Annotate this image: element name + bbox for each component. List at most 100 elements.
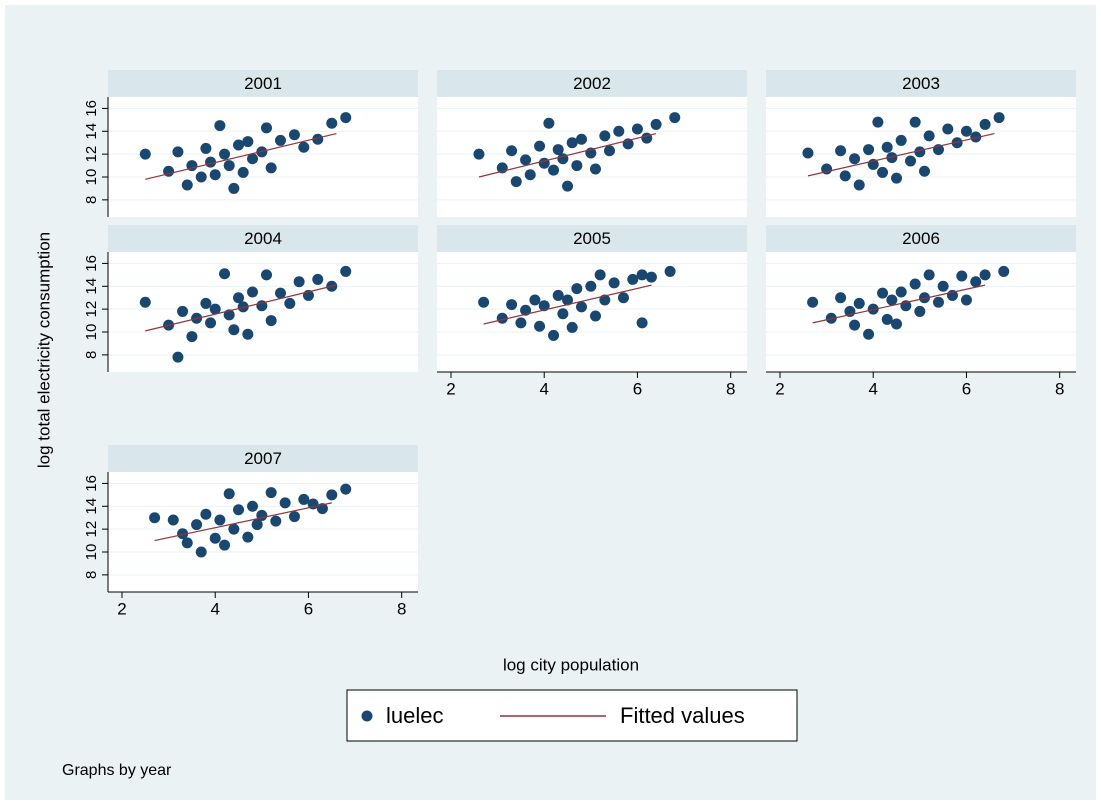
point <box>177 528 189 540</box>
point <box>228 523 240 535</box>
panel-header <box>437 70 747 97</box>
point <box>576 133 588 145</box>
y-tick-label: 14 <box>83 123 100 140</box>
point <box>524 169 536 181</box>
point <box>186 331 198 343</box>
point <box>998 265 1010 277</box>
point <box>260 122 272 134</box>
point <box>515 317 527 329</box>
point <box>891 172 903 184</box>
point <box>886 294 898 306</box>
point <box>835 145 847 157</box>
fit-line <box>812 284 986 324</box>
point <box>613 125 625 137</box>
point <box>849 153 861 165</box>
point <box>312 133 324 145</box>
point <box>608 277 620 289</box>
point <box>219 148 231 160</box>
y-tick-label: 8 <box>83 196 100 204</box>
point <box>895 286 907 298</box>
point <box>181 179 193 191</box>
point <box>274 134 286 146</box>
point <box>228 182 240 194</box>
point <box>340 265 352 277</box>
point <box>942 123 954 135</box>
point <box>863 144 875 156</box>
x-tick-label: 2 <box>775 379 784 398</box>
point <box>914 305 926 317</box>
point <box>233 292 245 304</box>
point <box>970 276 982 288</box>
point <box>552 289 564 301</box>
point <box>863 328 875 340</box>
point <box>247 153 259 165</box>
point <box>209 303 221 315</box>
panel-title: 2005 <box>573 229 611 248</box>
x-tick-label: 2 <box>117 599 126 618</box>
point <box>219 268 231 280</box>
panel-title: 2006 <box>902 229 940 248</box>
point <box>571 160 583 172</box>
point <box>594 269 606 281</box>
y-tick-label: 10 <box>83 324 100 341</box>
x-tick-label: 6 <box>962 379 971 398</box>
point <box>340 483 352 495</box>
panel-header <box>108 70 418 97</box>
point <box>557 308 569 320</box>
point <box>260 269 272 281</box>
y-tick-label: 12 <box>83 521 100 538</box>
point <box>233 139 245 151</box>
point <box>200 142 212 154</box>
point <box>905 155 917 167</box>
panel-header <box>437 225 747 252</box>
x-tick-label: 4 <box>868 379 877 398</box>
point <box>478 296 490 308</box>
point <box>265 162 277 174</box>
point <box>242 136 254 148</box>
panel-title: 2007 <box>244 449 282 468</box>
point <box>914 146 926 158</box>
point <box>506 299 518 311</box>
point <box>872 116 884 128</box>
point <box>881 141 893 153</box>
point <box>993 112 1005 124</box>
point <box>562 294 574 306</box>
point <box>200 297 212 309</box>
point <box>970 131 982 143</box>
point <box>636 317 648 329</box>
plot-area <box>108 472 418 592</box>
fit-line <box>145 132 337 180</box>
point <box>219 539 231 551</box>
point <box>548 329 560 341</box>
panel-title: 2004 <box>244 229 282 248</box>
panel-title: 2002 <box>573 74 611 93</box>
point <box>979 118 991 130</box>
point <box>233 504 245 516</box>
point <box>895 134 907 146</box>
point <box>256 300 268 312</box>
point <box>956 270 968 282</box>
point <box>853 179 865 191</box>
point <box>557 153 569 165</box>
point <box>589 163 601 175</box>
point <box>960 294 972 306</box>
point <box>172 351 184 363</box>
point <box>177 305 189 317</box>
point <box>312 273 324 285</box>
point <box>191 519 203 531</box>
point <box>473 148 485 160</box>
point <box>552 144 564 156</box>
point <box>298 141 310 153</box>
point <box>923 269 935 281</box>
x-tick-label: 6 <box>304 599 313 618</box>
fit-line <box>478 132 657 178</box>
point <box>566 137 578 149</box>
plot-area <box>108 252 418 372</box>
y-tick-label: 16 <box>83 475 100 492</box>
y-tick-label: 10 <box>83 544 100 561</box>
panel-header <box>766 225 1076 252</box>
point <box>538 300 550 312</box>
point <box>807 296 819 308</box>
